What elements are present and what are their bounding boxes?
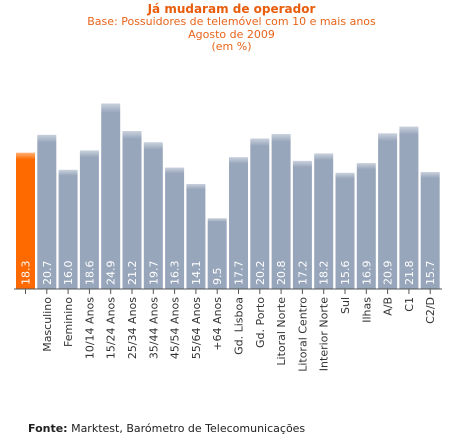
category-label-6: 35/44 Anos xyxy=(147,297,160,359)
category-label-14: Interior Norte xyxy=(318,297,331,371)
bar-18 xyxy=(399,126,419,289)
bar-9 xyxy=(207,218,227,289)
value-label-0: 18.3 xyxy=(20,261,33,286)
bar-11 xyxy=(250,138,270,289)
value-label-9: 9.5 xyxy=(211,268,224,286)
bar-12 xyxy=(271,134,291,289)
bar-13 xyxy=(292,160,312,289)
bar-3 xyxy=(79,150,99,289)
chart-base-note: Base: Possuidores de telemóvel com 10 e … xyxy=(87,15,376,28)
bar-1 xyxy=(37,134,57,289)
chart-header: Já mudaram de operador Base: Possuidores… xyxy=(0,2,463,54)
value-label-19: 15.7 xyxy=(424,261,437,286)
bar-16 xyxy=(356,163,376,289)
value-label-14: 18.2 xyxy=(318,261,331,286)
bar-5 xyxy=(122,131,142,289)
bar-17 xyxy=(378,133,398,289)
bar-19 xyxy=(420,172,440,289)
value-label-10: 17.7 xyxy=(233,261,246,286)
bar-6 xyxy=(143,142,163,289)
bar-15 xyxy=(335,172,355,289)
category-label-13: Litoral Centro xyxy=(296,297,309,372)
category-label-16: Ilhas xyxy=(360,297,373,323)
value-label-8: 14.1 xyxy=(190,261,203,286)
category-label-18: C1 xyxy=(403,297,416,312)
category-label-1: Masculino xyxy=(41,297,54,352)
category-labels: Masculino Feminino 10/14 Anos 15/24 Anos 25/… xyxy=(41,297,437,372)
value-label-1: 20.7 xyxy=(41,261,54,286)
value-label-15: 15.6 xyxy=(339,261,352,286)
category-label-8: 55/64 Anos xyxy=(190,297,203,359)
bar-4 xyxy=(101,103,121,290)
source-note: Fonte: Marktest, Barómetro de Telecomuni… xyxy=(28,422,305,435)
category-label-9: +64 Anos xyxy=(211,297,224,351)
category-label-4: 15/24 Anos xyxy=(105,297,118,359)
value-label-5: 21.2 xyxy=(126,261,139,286)
category-label-10: Gd. Lisboa xyxy=(233,297,246,355)
chart-title: Já mudaram de operador xyxy=(147,2,316,16)
bar-7 xyxy=(165,167,185,289)
value-label-3: 18.6 xyxy=(83,261,96,286)
chart-unit: (em %) xyxy=(211,40,252,53)
category-label-17: A/B xyxy=(382,297,395,316)
value-label-13: 17.2 xyxy=(296,261,309,286)
category-label-2: Feminino xyxy=(62,297,75,347)
value-label-7: 16.3 xyxy=(169,261,182,286)
value-label-12: 20.8 xyxy=(275,261,288,286)
category-label-15: Sul xyxy=(339,297,352,314)
value-label-18: 21.8 xyxy=(403,261,416,286)
bar-8 xyxy=(186,183,206,289)
x-axis-ticks xyxy=(25,289,431,294)
category-label-5: 25/34 Anos xyxy=(126,297,139,359)
value-label-17: 20.9 xyxy=(382,261,395,286)
category-label-19: C2/D xyxy=(424,297,437,324)
source-text: Marktest, Barómetro de Telecomunicações xyxy=(71,422,306,435)
value-labels: 18.3 20.7 16.0 18.6 24.9 21.2 19.7 16.3 14.1 9.5 1… xyxy=(20,261,438,286)
value-label-16: 16.9 xyxy=(360,261,373,286)
category-label-12: Litoral Norte xyxy=(275,297,288,366)
source-label: Fonte: xyxy=(28,422,68,435)
value-label-4: 24.9 xyxy=(105,261,118,286)
category-label-3: 10/14 Anos xyxy=(83,297,96,359)
bars-group xyxy=(16,103,440,290)
value-label-11: 20.2 xyxy=(254,261,267,286)
bar-14 xyxy=(314,153,334,289)
bar-2 xyxy=(58,169,78,289)
category-label-11: Gd. Porto xyxy=(254,297,267,348)
category-label-7: 45/54 Anos xyxy=(169,297,182,359)
bar-0 xyxy=(16,152,35,289)
value-label-6: 19.7 xyxy=(147,261,160,286)
chart-date: Agosto de 2009 xyxy=(188,27,275,41)
bar-10 xyxy=(229,157,248,289)
value-label-2: 16.0 xyxy=(62,261,75,286)
